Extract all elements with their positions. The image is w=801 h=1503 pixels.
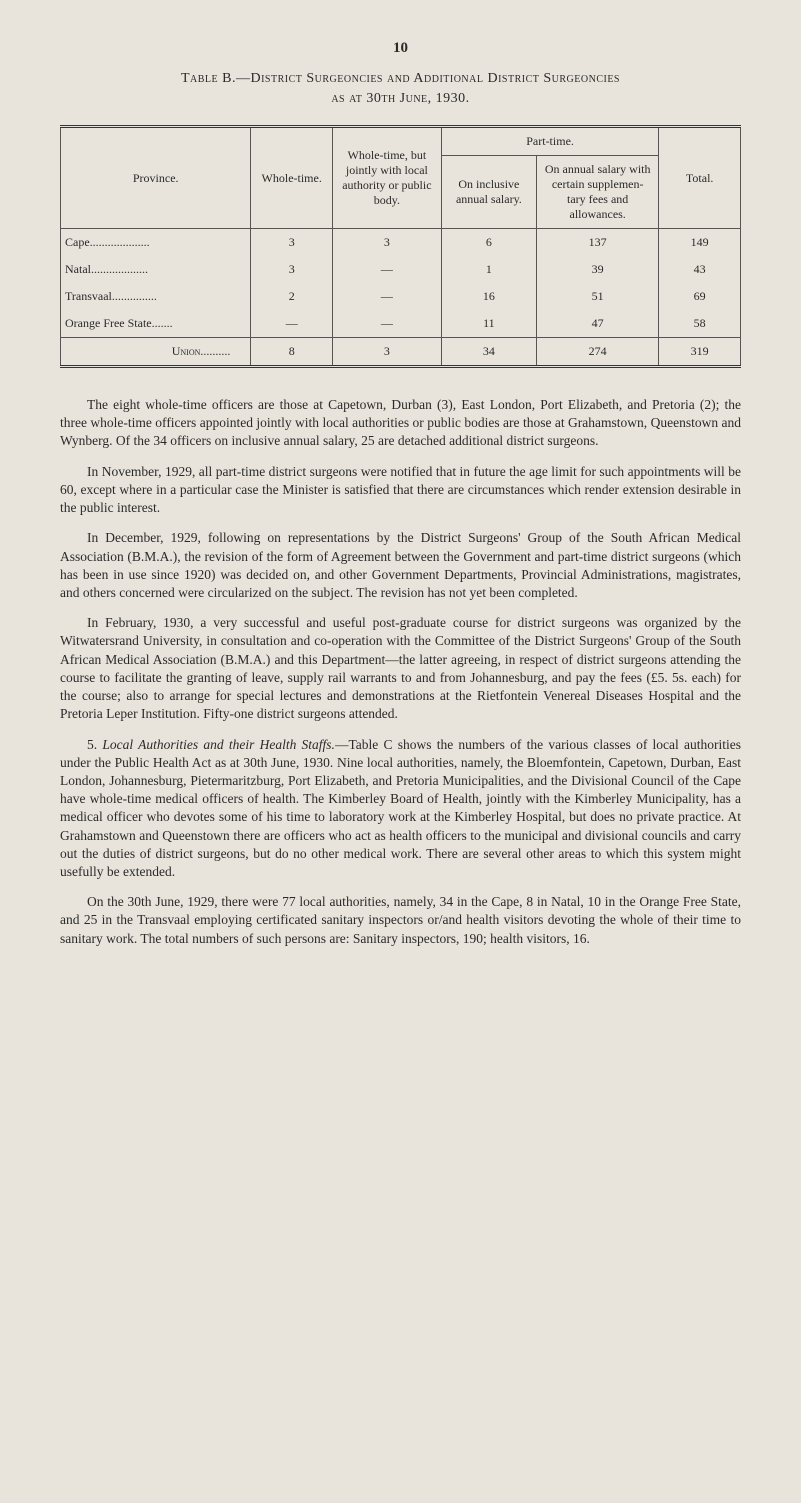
col-on-annual: On annual salary with certain supplemen-… [536,156,658,229]
cell-whole: 3 [251,256,333,283]
para5-lead: 5. [87,737,102,752]
cell-incl: 1 [441,256,536,283]
cell-ann: 51 [536,283,658,310]
cell-incl: 6 [441,229,536,257]
cell-total: 43 [659,256,741,283]
union-text: Union.......... [172,344,231,358]
para5-italic: Local Authorities and their Health Staff… [102,737,335,752]
cell-ann: 274 [536,338,658,367]
surgeoncies-table: Province. Whole-time. Whole-time, but jo… [60,125,741,368]
paragraph-3: In December, 1929, following on represen… [60,529,741,602]
cell-ann: 39 [536,256,658,283]
paragraph-1: The eight whole-time officers are those … [60,396,741,451]
table-title: Table B.—District Surgeoncies and Additi… [60,71,741,87]
page-number: 10 [60,40,741,57]
cell-union-label: Union.......... [61,338,251,367]
table-row: Natal................... 3 — 1 39 43 [61,256,741,283]
paragraph-4: In February, 1930, a very successful and… [60,614,741,723]
col-total: Total. [659,127,741,229]
cell-whole: 3 [251,229,333,257]
cell-joint: — [332,256,441,283]
col-whole-time: Whole-time. [251,127,333,229]
cell-whole: — [251,310,333,338]
paragraph-6: On the 30th June, 1929, there were 77 lo… [60,893,741,948]
col-part-time: Part-time. [441,127,659,156]
para5-rest: —Table C shows the numbers of the variou… [60,737,741,880]
cell-ann: 47 [536,310,658,338]
cell-ann: 137 [536,229,658,257]
cell-incl: 34 [441,338,536,367]
cell-incl: 11 [441,310,536,338]
col-province: Province. [61,127,251,229]
cell-joint: 3 [332,338,441,367]
cell-province: Natal................... [61,256,251,283]
cell-province: Cape.................... [61,229,251,257]
cell-joint: — [332,310,441,338]
cell-total: 58 [659,310,741,338]
paragraph-2: In November, 1929, all part-time distric… [60,463,741,518]
table-row: Orange Free State....... — — 11 47 58 [61,310,741,338]
table-subtitle: as at 30th June, 1930. [60,91,741,107]
cell-whole: 8 [251,338,333,367]
table-row: Cape.................... 3 3 6 137 149 [61,229,741,257]
cell-whole: 2 [251,283,333,310]
cell-total: 149 [659,229,741,257]
document-page: 10 Table B.—District Surgeoncies and Add… [0,0,801,1503]
cell-total: 69 [659,283,741,310]
cell-joint: — [332,283,441,310]
cell-incl: 16 [441,283,536,310]
cell-total: 319 [659,338,741,367]
paragraph-5: 5. Local Authorities and their Health St… [60,736,741,882]
cell-province: Orange Free State....... [61,310,251,338]
table-row: Transvaal............... 2 — 16 51 69 [61,283,741,310]
col-joint: Whole-time, but jointly with local autho… [332,127,441,229]
cell-joint: 3 [332,229,441,257]
table-row-union: Union.......... 8 3 34 274 319 [61,338,741,367]
cell-province: Transvaal............... [61,283,251,310]
col-on-inclusive: On inclusive annual salary. [441,156,536,229]
